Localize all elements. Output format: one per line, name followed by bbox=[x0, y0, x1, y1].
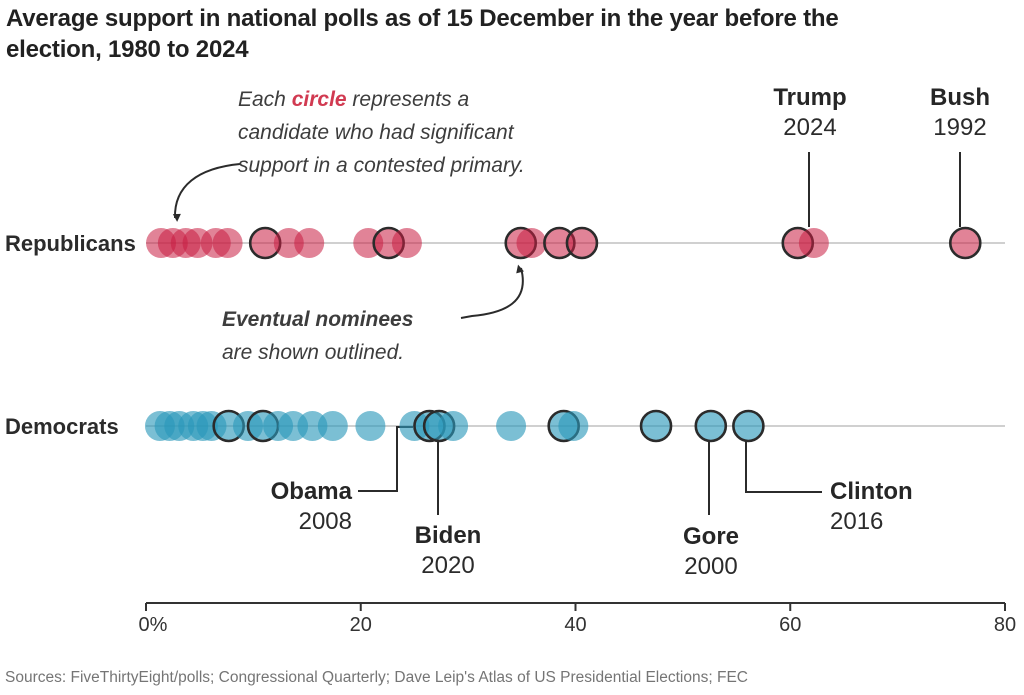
poll-circle bbox=[317, 411, 348, 441]
callout-biden: Biden 2020 bbox=[415, 521, 482, 581]
chart-title-line2: election, 1980 to 2024 bbox=[6, 36, 249, 63]
circle-note-line1: Each circle represents a bbox=[238, 83, 638, 116]
x-axis-tick-label: 20 bbox=[349, 614, 372, 636]
callout-trump-year: 2024 bbox=[783, 114, 837, 141]
poll-circle bbox=[558, 411, 589, 441]
callout-gore-year: 2000 bbox=[684, 553, 738, 580]
x-axis-tick-label: 60 bbox=[779, 614, 802, 636]
circle-note-line2: candidate who had significant bbox=[238, 121, 514, 144]
callout-trump: Trump 2024 bbox=[773, 83, 846, 143]
poll-circle bbox=[516, 228, 547, 258]
callout-bush-name: Bush bbox=[930, 84, 990, 111]
callout-gore-name: Gore bbox=[682, 523, 740, 550]
callout-clinton: Clinton 2016 bbox=[830, 477, 913, 537]
row-label-republicans: Republicans bbox=[5, 231, 136, 256]
callout-biden-name: Biden bbox=[414, 522, 482, 549]
circle-note-pre: Each bbox=[238, 88, 292, 111]
republicans-dots bbox=[146, 226, 982, 260]
nominee-circle bbox=[565, 226, 599, 260]
nominee-note: Eventual nominees are shown outlined. bbox=[222, 303, 542, 369]
poll-circle bbox=[798, 228, 829, 258]
circle-note: Each circle represents a candidate who h… bbox=[238, 83, 638, 182]
democrats-dots bbox=[144, 409, 765, 443]
callout-obama-year: 2008 bbox=[298, 508, 352, 535]
callout-leader-lines bbox=[358, 152, 961, 515]
circle-note-line3: support in a contested primary. bbox=[238, 154, 525, 177]
x-axis-tick-label: 0% bbox=[138, 614, 168, 636]
poll-circle bbox=[212, 228, 243, 258]
callout-obama: Obama 2008 bbox=[271, 477, 352, 537]
row-label-democrats: Democrats bbox=[5, 414, 119, 439]
nominee-note-arrow bbox=[460, 264, 524, 319]
callout-trump-name: Trump bbox=[773, 84, 847, 111]
poll-circle bbox=[391, 228, 422, 258]
x-axis-ticks bbox=[145, 603, 1006, 611]
nominee-circle bbox=[639, 409, 673, 443]
poll-circle bbox=[438, 411, 469, 441]
callout-gore: Gore 2000 bbox=[683, 522, 739, 582]
nominee-note-line1: Eventual nominees bbox=[222, 308, 414, 331]
poll-circle bbox=[355, 411, 386, 441]
nominee-note-line2: are shown outlined. bbox=[222, 341, 405, 364]
circle-note-post: represents a bbox=[346, 88, 470, 111]
callout-bush: Bush 1992 bbox=[930, 83, 990, 143]
callout-clinton-year: 2016 bbox=[830, 508, 884, 535]
nominee-circle bbox=[732, 409, 765, 443]
poll-circle bbox=[496, 411, 527, 441]
chart-title: Average support in national polls as of … bbox=[6, 3, 1006, 65]
circle-note-highlight: circle bbox=[291, 88, 347, 111]
poll-circle bbox=[294, 228, 325, 258]
callout-obama-name: Obama bbox=[270, 478, 352, 505]
sources-note: Sources: FiveThirtyEight/polls; Congress… bbox=[5, 669, 748, 686]
clinton-leader-line bbox=[745, 441, 822, 493]
x-axis-tick-label: 40 bbox=[564, 614, 587, 636]
callout-clinton-name: Clinton bbox=[830, 478, 913, 505]
callout-bush-year: 1992 bbox=[933, 114, 987, 141]
x-axis-tick-label: 80 bbox=[993, 614, 1017, 636]
circle-note-arrow bbox=[172, 163, 241, 222]
callout-biden-year: 2020 bbox=[421, 552, 475, 579]
nominee-circle bbox=[694, 409, 728, 443]
nominee-circle bbox=[948, 226, 982, 260]
chart-title-line1: Average support in national polls as of … bbox=[6, 5, 839, 32]
